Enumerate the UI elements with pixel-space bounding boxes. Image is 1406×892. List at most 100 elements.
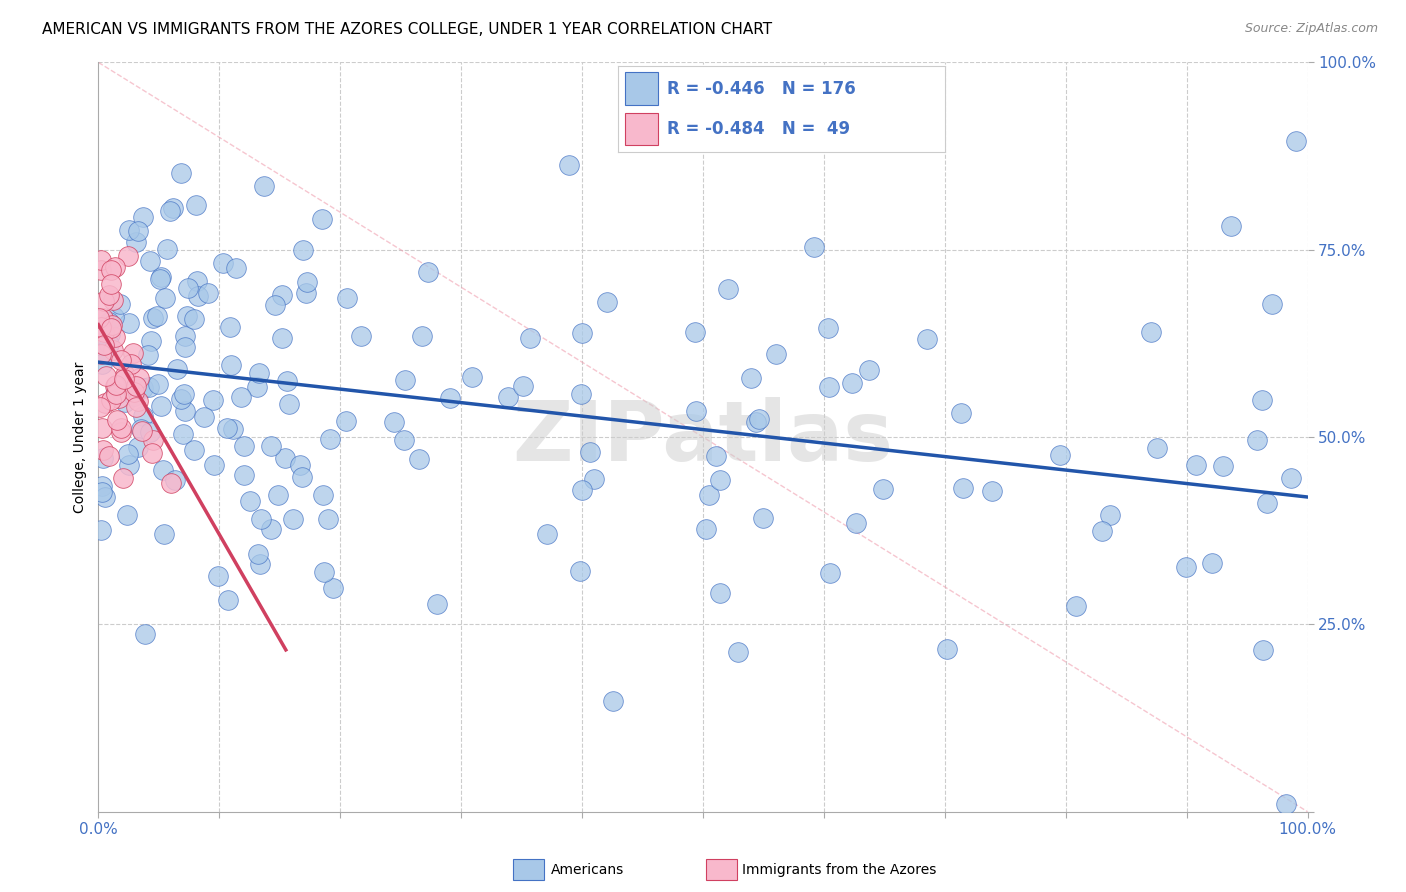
Point <box>90 523 112 537</box>
Point <box>253 179 276 194</box>
Point <box>569 387 592 401</box>
Point <box>817 320 839 334</box>
Point <box>336 291 359 305</box>
Point <box>936 642 959 657</box>
Point <box>146 377 169 392</box>
Point <box>1090 524 1112 538</box>
Point <box>1184 458 1206 473</box>
Point <box>134 627 156 641</box>
Point <box>153 527 176 541</box>
Point <box>571 326 593 340</box>
Point <box>1275 797 1298 812</box>
Point <box>125 379 148 393</box>
Point <box>90 263 112 277</box>
Point <box>101 293 124 308</box>
Point <box>174 404 197 418</box>
Point <box>222 422 245 436</box>
Point <box>439 391 461 405</box>
Point <box>1174 560 1197 574</box>
Point <box>105 413 128 427</box>
Point <box>129 422 152 436</box>
Point <box>93 294 115 309</box>
Point <box>709 473 731 487</box>
Point <box>233 467 256 482</box>
Point <box>1146 441 1168 455</box>
Point <box>100 277 122 291</box>
Point <box>247 366 270 380</box>
Point <box>125 235 148 250</box>
Point <box>91 324 114 338</box>
Point <box>142 434 165 448</box>
Point <box>291 470 314 484</box>
Point <box>579 444 602 458</box>
Point <box>110 425 132 440</box>
Point <box>174 328 197 343</box>
Point <box>127 440 149 454</box>
Point <box>270 288 292 302</box>
Point <box>150 269 173 284</box>
Point <box>139 334 162 348</box>
Text: Immigrants from the Azores: Immigrants from the Azores <box>742 863 936 877</box>
Point <box>218 320 240 334</box>
Point <box>94 319 117 334</box>
Point <box>104 330 127 344</box>
Point <box>740 371 762 385</box>
Point <box>103 343 125 357</box>
Point <box>1279 471 1302 485</box>
Point <box>114 395 136 409</box>
Point <box>139 425 162 439</box>
Point <box>312 488 335 502</box>
Point <box>1250 393 1272 408</box>
Point <box>162 201 184 215</box>
Point <box>392 433 415 447</box>
Point <box>170 166 193 180</box>
Point <box>112 372 135 386</box>
Text: ZIPatlas: ZIPatlas <box>513 397 893 477</box>
Point <box>1066 599 1088 614</box>
Point <box>858 363 880 377</box>
Point <box>172 426 194 441</box>
Point <box>416 265 439 279</box>
Point <box>382 416 405 430</box>
Point <box>118 222 141 236</box>
Point <box>94 369 117 384</box>
Point <box>569 564 592 578</box>
Point <box>136 348 159 362</box>
Point <box>322 581 344 595</box>
Point <box>91 310 114 325</box>
Point <box>159 203 181 218</box>
Point <box>100 393 122 408</box>
Point <box>118 458 141 472</box>
Point <box>145 309 167 323</box>
Point <box>536 526 558 541</box>
Point <box>276 374 298 388</box>
Point <box>845 516 868 530</box>
Point <box>98 337 121 351</box>
Point <box>104 378 127 392</box>
Point <box>142 310 165 325</box>
Point <box>872 483 894 497</box>
Point <box>152 463 174 477</box>
Point <box>519 331 541 345</box>
Point <box>125 400 148 414</box>
Point <box>100 321 122 335</box>
Point <box>496 391 519 405</box>
Point <box>139 254 162 268</box>
Point <box>915 333 938 347</box>
Point <box>98 326 121 341</box>
Point <box>156 243 179 257</box>
Point <box>312 565 335 579</box>
Point <box>120 357 142 371</box>
Point <box>316 512 339 526</box>
Point <box>183 443 205 458</box>
Point <box>583 472 606 486</box>
Point <box>160 476 183 491</box>
Point <box>319 432 342 446</box>
Point <box>98 450 121 464</box>
Point <box>239 494 262 508</box>
Point <box>166 361 188 376</box>
Point <box>91 420 114 434</box>
Point <box>249 558 271 572</box>
Point <box>295 276 318 290</box>
Point <box>841 376 863 390</box>
